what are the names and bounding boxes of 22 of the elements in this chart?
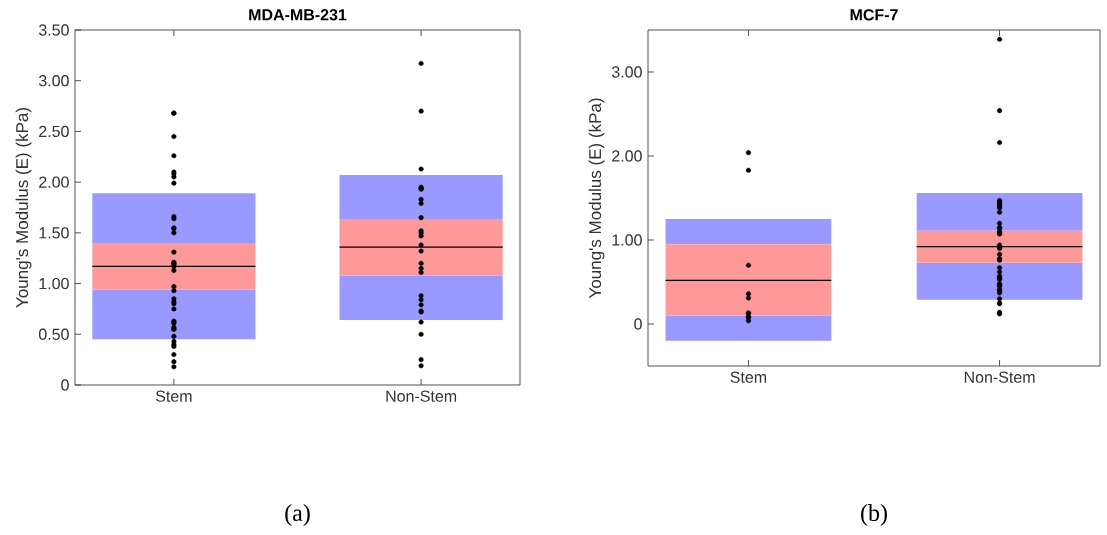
x-tick-label: Non-Stem bbox=[386, 390, 457, 402]
x-tick-label: Stem bbox=[155, 390, 192, 402]
text: (a) bbox=[285, 504, 310, 526]
y-axis-title: Young's Modulus (E) (kPa) bbox=[15, 108, 32, 308]
y-tick-label: 1.00 bbox=[39, 277, 69, 290]
chart-title: MCF-7 bbox=[850, 9, 898, 21]
y-tick-label: 1.00 bbox=[612, 234, 642, 246]
y-tick-label: 3.00 bbox=[38, 75, 69, 87]
chart-title: MDA-MB-231 bbox=[249, 9, 347, 21]
y-tick-label: 0 bbox=[61, 379, 69, 391]
y-tick-label: 2.50 bbox=[39, 125, 69, 138]
y-tick-label: 3.00 bbox=[611, 66, 642, 78]
y-tick-label: 0 bbox=[634, 318, 642, 330]
y-axis-title: Young's Modulus (E) (kPa) bbox=[588, 98, 605, 299]
y-tick-label: 2.00 bbox=[612, 150, 642, 162]
y-tick-label: 2.00 bbox=[39, 176, 69, 188]
x-tick-label: Stem bbox=[730, 371, 767, 383]
y-tick-label: 0.50 bbox=[38, 328, 69, 340]
x-tick-label: Non-Stem bbox=[964, 371, 1035, 383]
text: (b) bbox=[861, 504, 887, 526]
y-tick-label: 1.50 bbox=[39, 227, 69, 239]
y-tick-label: 3.50 bbox=[38, 24, 69, 36]
